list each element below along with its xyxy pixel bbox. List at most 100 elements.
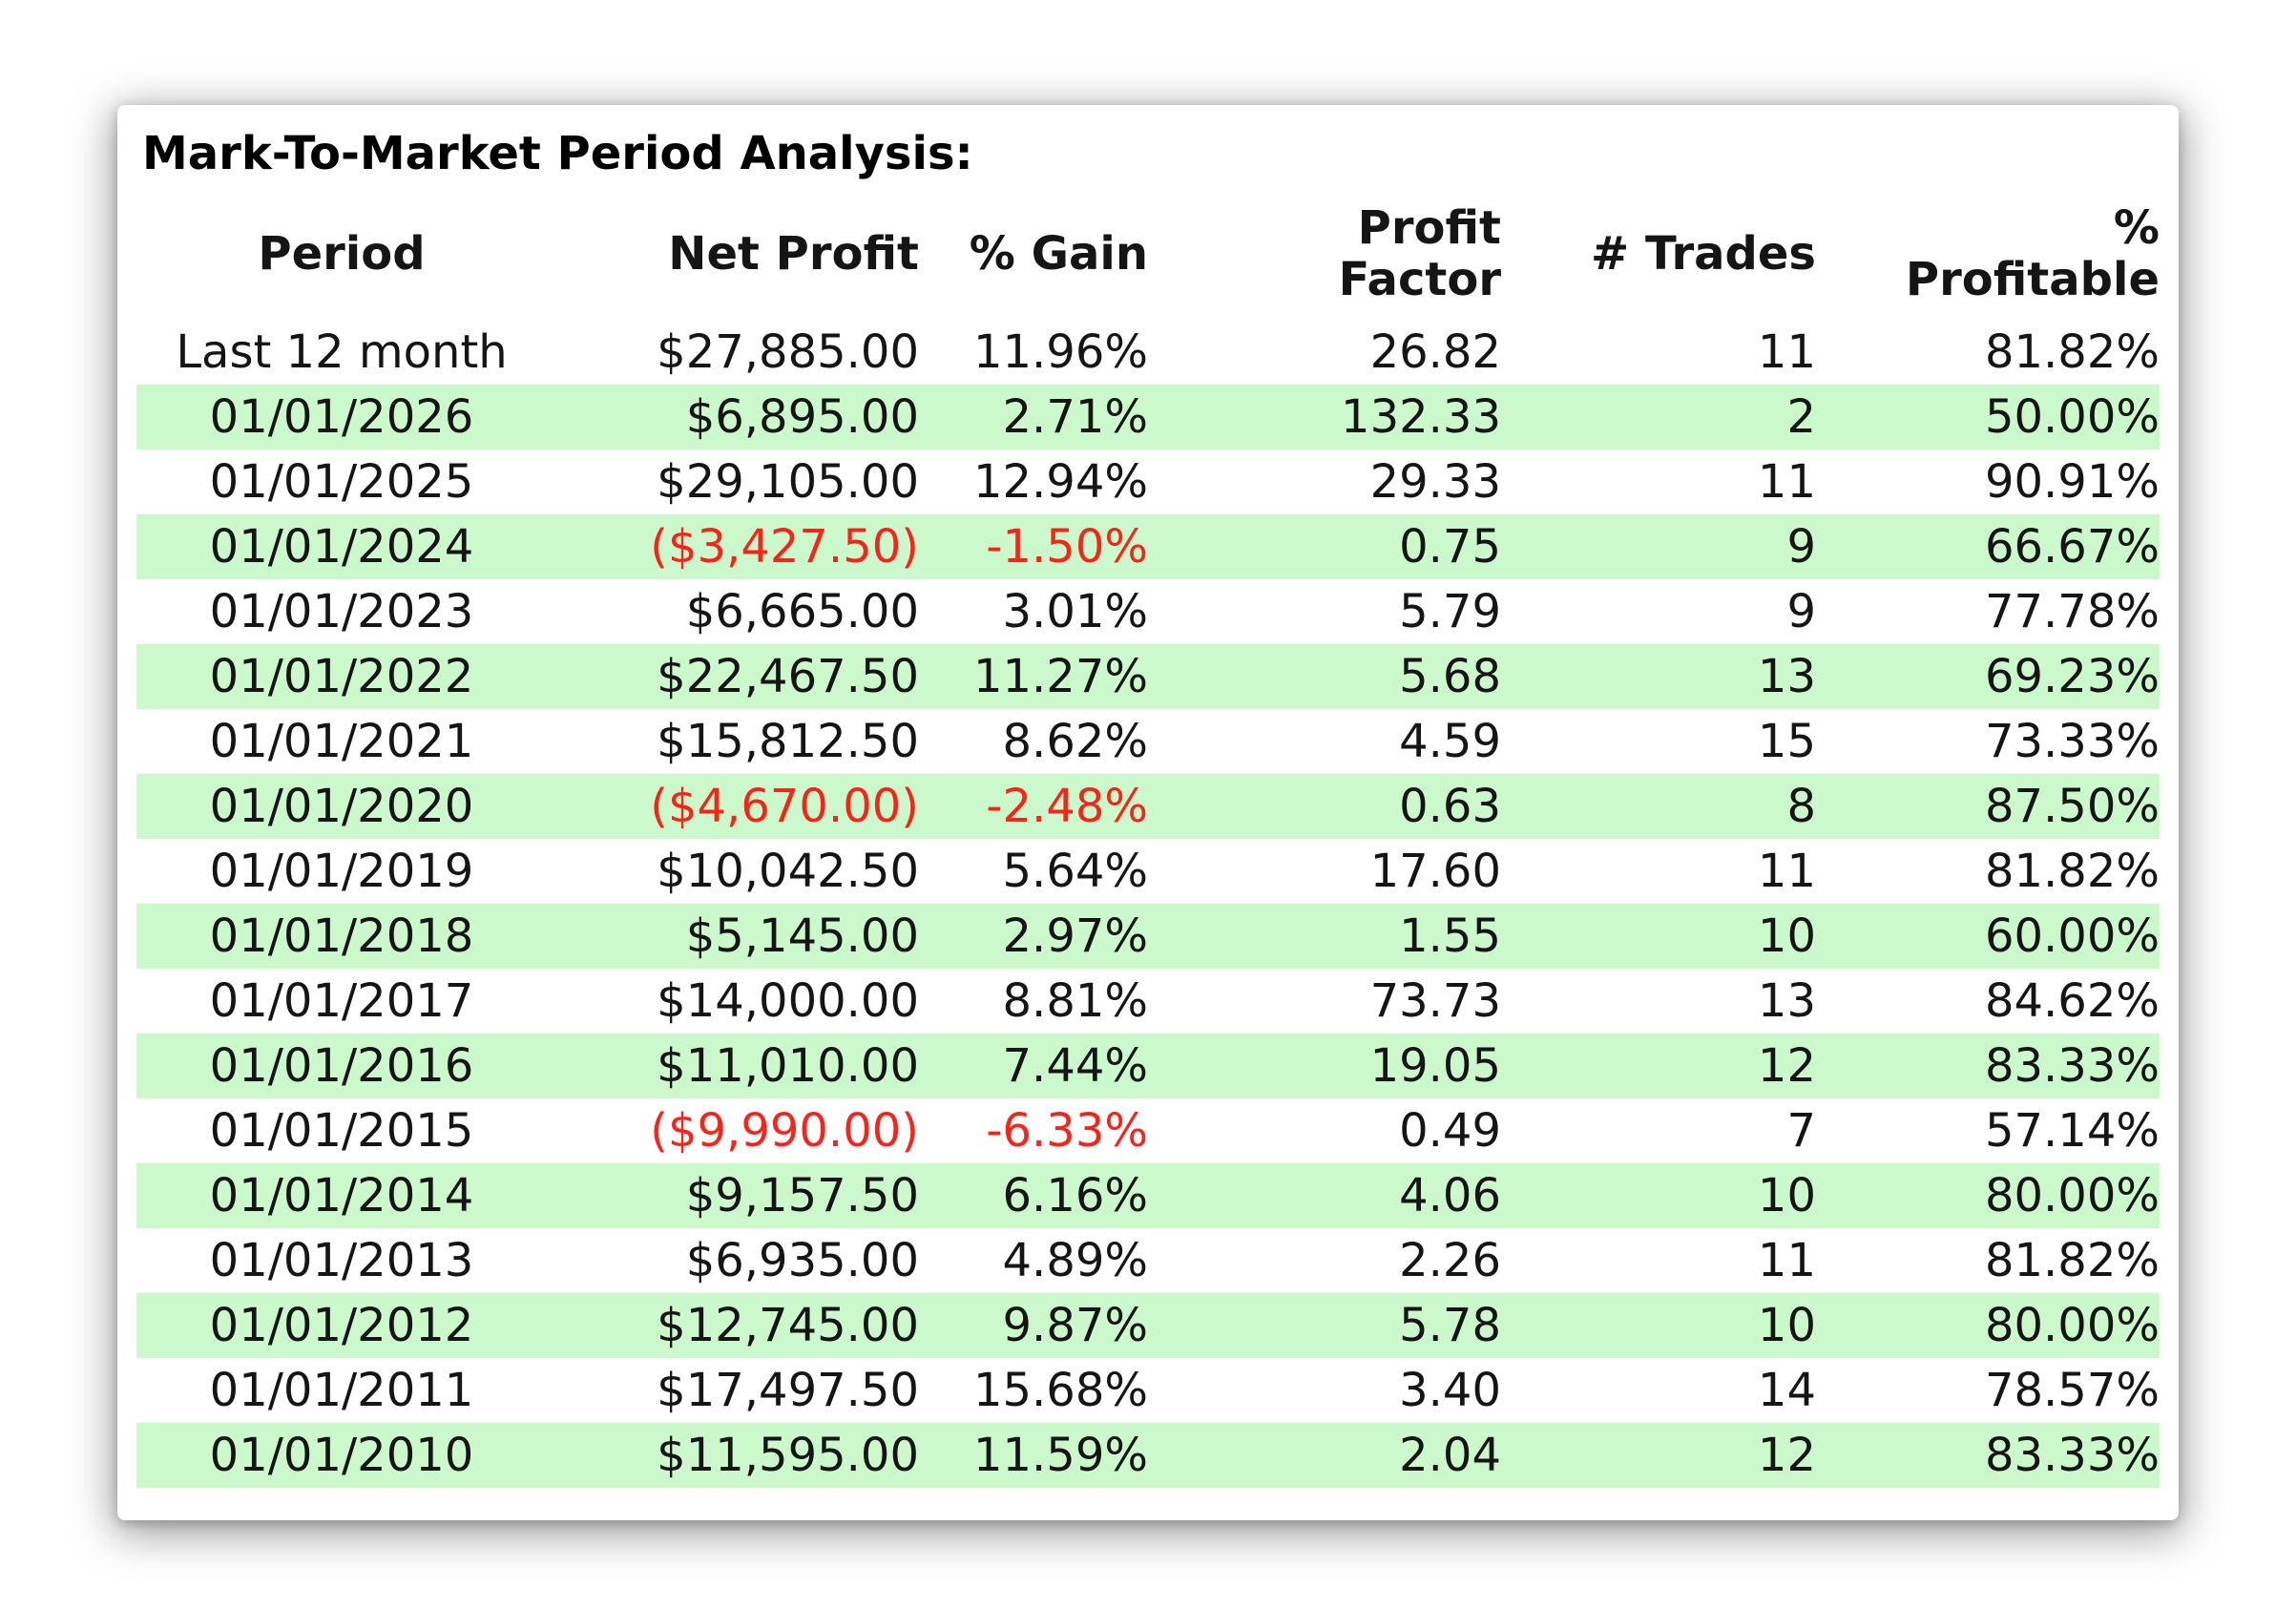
cell-net_profit: $10,042.50 (657, 844, 919, 898)
cell-profit_factor: 4.06 (1148, 1162, 1501, 1228)
cell-net_profit: $6,935.00 (685, 1233, 919, 1287)
cell-pct_profitable: 81.82% (1984, 1233, 2160, 1287)
cell-net_profit: ($3,427.50) (547, 513, 919, 579)
table-row: 01/01/2022 $22,467.50 11.27% 5.68 13 69.23% (136, 643, 2160, 709)
table-row: 01/01/2010 $11,595.00 11.59% 2.04 12 83.33% (136, 1422, 2160, 1488)
cell-num_trades: 9 (1501, 513, 1816, 579)
cell-profit_factor: 2.04 (1148, 1422, 1501, 1488)
column-header-period: Period (258, 227, 426, 282)
cell-profit_factor: 1.55 (1148, 903, 1501, 969)
cell-pct_profitable: 83.33% (1816, 1422, 2160, 1488)
table-row: 01/01/2019 $10,042.50 5.64% 17.60 11 81.82% (136, 839, 2160, 904)
cell-num_trades: 13 (1757, 973, 1816, 1028)
cell-pct_gain: 4.89% (1002, 1233, 1148, 1287)
cell-pct_profitable: 87.50% (1816, 773, 2160, 839)
cell-period: 01/01/2013 (209, 1233, 474, 1287)
cell-net_profit: $12,745.00 (547, 1292, 919, 1358)
cell-pct_gain: 5.64% (1002, 844, 1148, 898)
column-header-pct_gain: % Gain (969, 227, 1148, 282)
cell-pct_profitable: 69.23% (1816, 643, 2160, 709)
cell-num_trades: 7 (1786, 1103, 1816, 1158)
cell-pct_profitable: 80.00% (1816, 1292, 2160, 1358)
cell-pct_profitable: 77.78% (1984, 584, 2160, 638)
cell-period: 01/01/2021 (209, 714, 474, 768)
cell-num_trades: 12 (1501, 1033, 1816, 1098)
cell-net_profit: $29,105.00 (657, 454, 919, 509)
period-analysis-report-card: Mark-To-Market Period Analysis: Period Ne… (117, 105, 2179, 1520)
cell-period: 01/01/2015 (209, 1103, 474, 1158)
cell-num_trades: 10 (1501, 1292, 1816, 1358)
cell-pct_profitable: 60.00% (1816, 903, 2160, 969)
table-row: 01/01/2017 $14,000.00 8.81% 73.73 13 84.62% (136, 969, 2160, 1034)
cell-pct_profitable: 80.00% (1816, 1162, 2160, 1228)
table-row: 01/01/2024 ($3,427.50) -1.50% 0.75 9 66.67% (136, 513, 2160, 579)
cell-num_trades: 14 (1757, 1363, 1816, 1417)
cell-net_profit: $22,467.50 (547, 643, 919, 709)
cell-profit_factor: 0.49 (1399, 1103, 1501, 1158)
table-row: 01/01/2023 $6,665.00 3.01% 5.79 9 77.78% (136, 579, 2160, 644)
cell-period: 01/01/2012 (136, 1292, 547, 1358)
cell-period: 01/01/2011 (209, 1363, 474, 1417)
cell-period: 01/01/2025 (209, 454, 474, 509)
cell-period: 01/01/2022 (136, 643, 547, 709)
cell-pct_gain: 3.01% (1002, 584, 1148, 638)
cell-num_trades: 9 (1786, 584, 1816, 638)
cell-pct_gain: 11.59% (919, 1422, 1148, 1488)
cell-net_profit: $6,665.00 (685, 584, 919, 638)
cell-pct_gain: 9.87% (919, 1292, 1148, 1358)
cell-profit_factor: 0.63 (1148, 773, 1501, 839)
table-row: Last 12 month $27,885.00 11.96% 26.82 11 81.8… (136, 320, 2160, 385)
cell-pct_profitable: 81.82% (1984, 844, 2160, 898)
cell-profit_factor: 17.60 (1369, 844, 1501, 898)
cell-period: 01/01/2024 (136, 513, 547, 579)
table-row: 01/01/2014 $9,157.50 6.16% 4.06 10 80.00% (136, 1162, 2160, 1228)
cell-pct_profitable: 81.82% (1984, 324, 2160, 379)
cell-num_trades: 8 (1501, 773, 1816, 839)
cell-period: 01/01/2018 (136, 903, 547, 969)
cell-profit_factor: 5.79 (1399, 584, 1501, 638)
table-row: 01/01/2011 $17,497.50 15.68% 3.40 14 78.57% (136, 1358, 2160, 1423)
cell-num_trades: 11 (1757, 454, 1816, 509)
cell-pct_gain: 6.16% (919, 1162, 1148, 1228)
cell-pct_gain: 8.62% (1002, 714, 1148, 768)
cell-net_profit: $9,157.50 (547, 1162, 919, 1228)
cell-net_profit: $6,895.00 (547, 384, 919, 449)
cell-profit_factor: 4.59 (1399, 714, 1501, 768)
cell-pct_gain: 7.44% (919, 1033, 1148, 1098)
cell-period: 01/01/2026 (136, 384, 547, 449)
cell-num_trades: 11 (1757, 844, 1816, 898)
cell-pct_profitable: 78.57% (1984, 1363, 2160, 1417)
cell-net_profit: $14,000.00 (657, 973, 919, 1028)
cell-pct_gain: -1.50% (919, 513, 1148, 579)
cell-pct_gain: 8.81% (1002, 973, 1148, 1028)
cell-pct_gain: 2.71% (919, 384, 1148, 449)
table-row: 01/01/2016 $11,010.00 7.44% 19.05 12 83.33% (136, 1033, 2160, 1098)
cell-num_trades: 10 (1501, 903, 1816, 969)
cell-period: 01/01/2016 (136, 1033, 547, 1098)
cell-period: 01/01/2010 (136, 1422, 547, 1488)
cell-profit_factor: 5.78 (1148, 1292, 1501, 1358)
cell-net_profit: ($4,670.00) (547, 773, 919, 839)
table-row: 01/01/2026 $6,895.00 2.71% 132.33 2 50.00% (136, 384, 2160, 449)
table-row: 01/01/2025 $29,105.00 12.94% 29.33 11 90.91% (136, 449, 2160, 514)
column-header-net_profit: Net Profit (668, 227, 919, 282)
cell-pct_profitable: 57.14% (1984, 1103, 2160, 1158)
column-header-pct_profitable: % Profitable (1905, 201, 2160, 306)
cell-net_profit: $5,145.00 (547, 903, 919, 969)
cell-period: 01/01/2019 (209, 844, 474, 898)
cell-pct_gain: 2.97% (919, 903, 1148, 969)
table-row: 01/01/2015 ($9,990.00) -6.33% 0.49 7 57.14% (136, 1098, 2160, 1163)
cell-pct_profitable: 66.67% (1816, 513, 2160, 579)
cell-period: Last 12 month (176, 324, 508, 379)
column-header-profit_factor: Profit Factor (1338, 201, 1501, 306)
cell-net_profit: $27,885.00 (657, 324, 919, 379)
cell-period: 01/01/2020 (136, 773, 547, 839)
cell-profit_factor: 0.75 (1148, 513, 1501, 579)
table-header-row: Period Net Profit % Gain Profit Factor # Tra… (136, 198, 2160, 320)
cell-num_trades: 10 (1501, 1162, 1816, 1228)
cell-profit_factor: 29.33 (1369, 454, 1501, 509)
cell-pct_profitable: 84.62% (1984, 973, 2160, 1028)
cell-net_profit: ($9,990.00) (650, 1103, 919, 1158)
cell-num_trades: 12 (1501, 1422, 1816, 1488)
table-row: 01/01/2013 $6,935.00 4.89% 2.26 11 81.82% (136, 1228, 2160, 1293)
